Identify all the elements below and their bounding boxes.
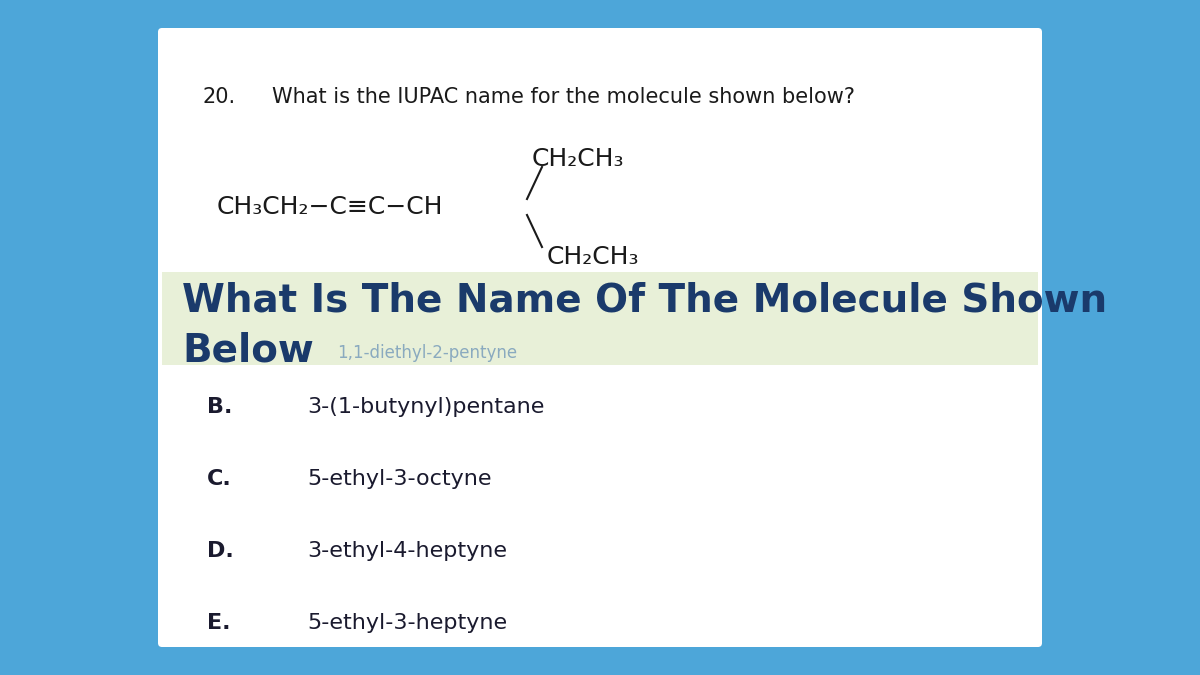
Text: 5-ethyl-3-octyne: 5-ethyl-3-octyne <box>307 469 492 489</box>
Text: 20.: 20. <box>202 87 235 107</box>
FancyBboxPatch shape <box>158 28 1042 647</box>
Text: B.: B. <box>208 397 233 417</box>
FancyBboxPatch shape <box>162 272 1038 365</box>
Text: 3-(1-butynyl)pentane: 3-(1-butynyl)pentane <box>307 397 545 417</box>
Text: What Is The Name Of The Molecule Shown: What Is The Name Of The Molecule Shown <box>182 282 1108 320</box>
Text: 5-ethyl-3-heptyne: 5-ethyl-3-heptyne <box>307 613 508 633</box>
Text: 1,1-diethyl-2-pentyne: 1,1-diethyl-2-pentyne <box>337 344 517 362</box>
Text: CH₂CH₃: CH₂CH₃ <box>547 245 640 269</box>
Text: CH₃CH₂−C≡C−CH: CH₃CH₂−C≡C−CH <box>217 195 444 219</box>
Text: 3-ethyl-4-heptyne: 3-ethyl-4-heptyne <box>307 541 508 561</box>
Text: What is the IUPAC name for the molecule shown below?: What is the IUPAC name for the molecule … <box>272 87 854 107</box>
Text: CH₂CH₃: CH₂CH₃ <box>532 147 624 171</box>
Text: Below: Below <box>182 332 313 370</box>
Text: D.: D. <box>208 541 234 561</box>
Text: E.: E. <box>208 613 230 633</box>
Text: C.: C. <box>208 469 232 489</box>
